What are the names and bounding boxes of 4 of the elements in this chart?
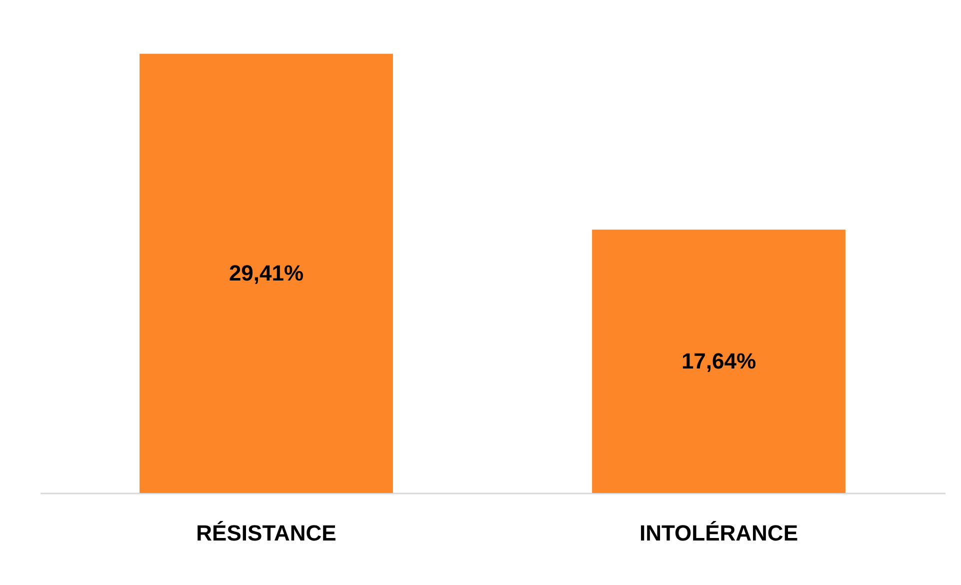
x-tick-label: INTOLÉRANCE xyxy=(640,520,798,546)
data-label: 29,41% xyxy=(228,260,304,286)
data-label: 17,64% xyxy=(681,348,756,374)
x-tick-label: RÉSISTANCE xyxy=(196,520,336,546)
